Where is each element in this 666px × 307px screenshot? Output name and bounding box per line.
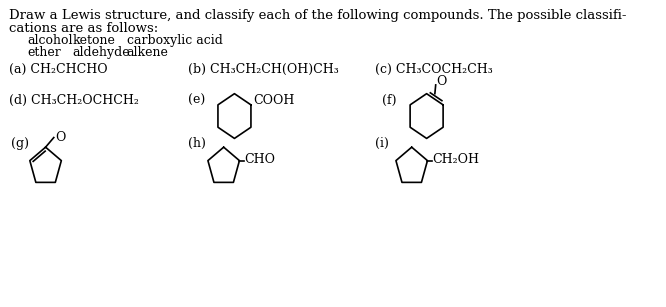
Text: (a) CH₂CHCHO: (a) CH₂CHCHO xyxy=(9,63,108,76)
Text: cations are as follows:: cations are as follows: xyxy=(9,22,159,35)
Text: alcohol: alcohol xyxy=(27,34,73,47)
Text: (f): (f) xyxy=(382,94,396,107)
Text: (b) CH₃CH₂CH(OH)CH₃: (b) CH₃CH₂CH(OH)CH₃ xyxy=(188,63,339,76)
Text: (h): (h) xyxy=(188,138,206,150)
Text: (c) CH₃COCH₂CH₃: (c) CH₃COCH₂CH₃ xyxy=(375,63,493,76)
Text: (e): (e) xyxy=(188,94,205,107)
Text: Draw a Lewis structure, and classify each of the following compounds. The possib: Draw a Lewis structure, and classify eac… xyxy=(9,9,627,22)
Text: (i): (i) xyxy=(375,138,389,150)
Text: (g): (g) xyxy=(11,138,29,150)
Text: COOH: COOH xyxy=(254,95,295,107)
Text: CHO: CHO xyxy=(244,153,276,166)
Text: O: O xyxy=(55,131,66,144)
Text: aldehyde: aldehyde xyxy=(72,46,130,59)
Text: ether: ether xyxy=(27,46,61,59)
Text: alkene: alkene xyxy=(127,46,168,59)
Text: O: O xyxy=(436,76,447,88)
Text: (d) CH₃CH₂OCHCH₂: (d) CH₃CH₂OCHCH₂ xyxy=(9,94,139,107)
Text: CH₂OH: CH₂OH xyxy=(432,153,480,166)
Text: carboxylic acid: carboxylic acid xyxy=(127,34,222,47)
Text: ketone: ketone xyxy=(72,34,115,47)
